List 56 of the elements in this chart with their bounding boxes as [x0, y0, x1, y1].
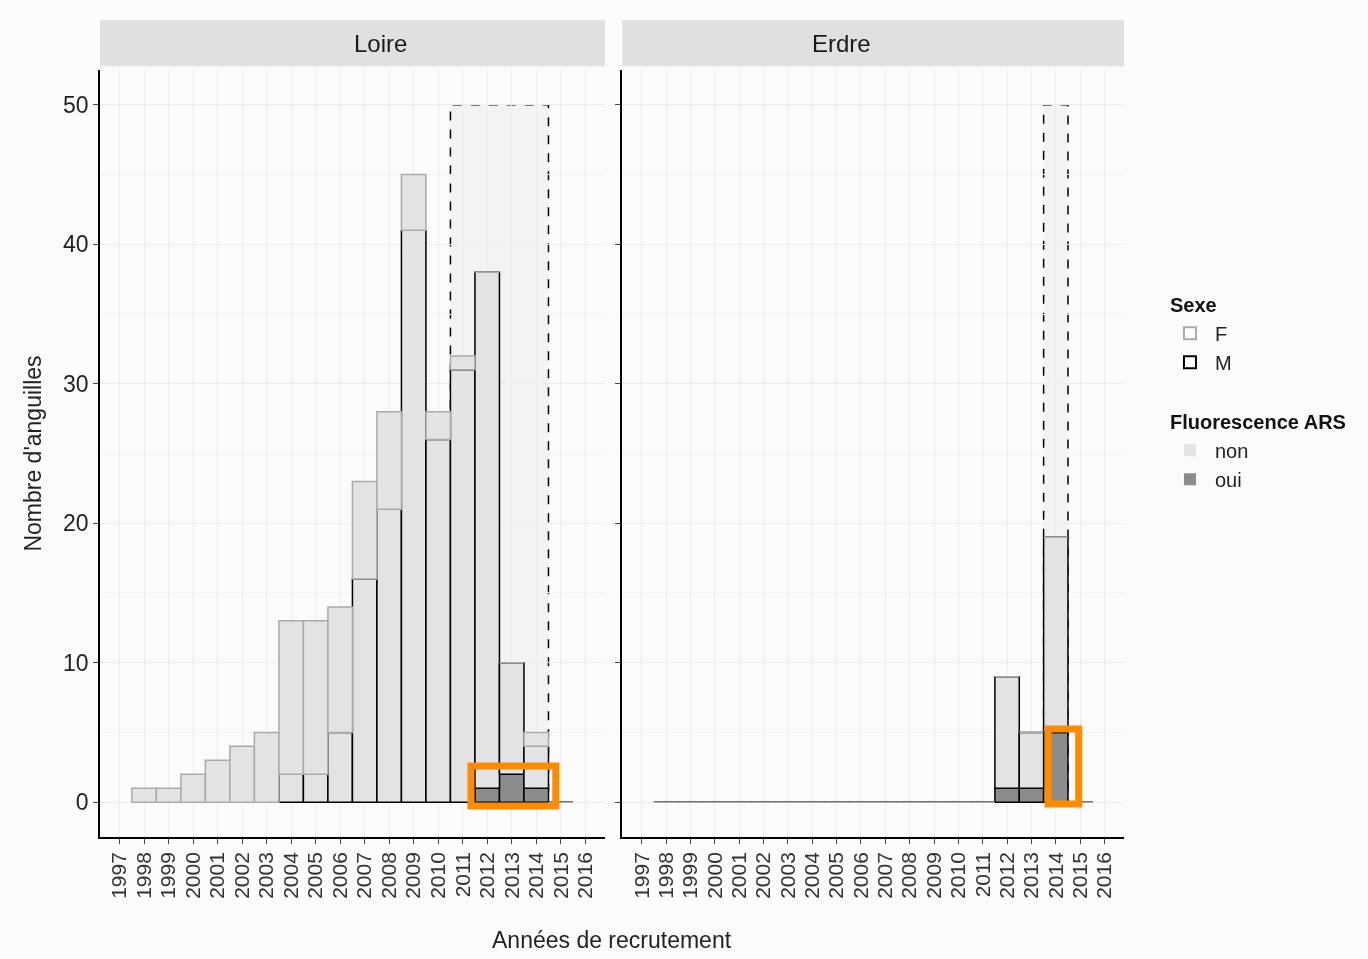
x-tick-label: 2013	[499, 852, 523, 899]
x-tick-label: 2001	[205, 852, 229, 899]
x-tick-label: 2004	[278, 851, 302, 899]
x-tick-label: 2016	[1092, 852, 1116, 899]
chart-title: Loire	[354, 30, 408, 57]
x-tick-label: 2016	[573, 852, 597, 899]
x-tick-label: 2012	[475, 852, 499, 899]
x-tick-label: 2002	[229, 852, 253, 899]
y-tick-label: 20	[63, 510, 89, 537]
x-tick-label: 2000	[180, 852, 204, 899]
x-axis-title: Années de recrutement	[492, 927, 732, 953]
x-tick-label: 2006	[327, 852, 351, 899]
x-tick-label: 1997	[629, 852, 653, 899]
x-tick-label: 1998	[653, 852, 677, 899]
y-tick-label: 0	[75, 789, 89, 816]
x-tick-label: 2009	[401, 852, 425, 899]
legend-label: non	[1214, 440, 1249, 463]
legend-label: M	[1214, 352, 1232, 375]
x-tick-label: 2000	[702, 852, 726, 899]
x-tick-label: 2006	[848, 852, 872, 899]
x-tick-label: 2010	[946, 852, 970, 899]
x-tick-label: 1998	[131, 852, 155, 899]
x-tick-label: 1999	[678, 852, 702, 899]
x-tick-label: 2011	[450, 852, 474, 898]
x-tick-label: 2007	[873, 852, 897, 899]
legend-label: F	[1214, 323, 1228, 346]
x-tick-label: 2001	[726, 852, 750, 899]
y-axis-title: Nombre d'anguilles	[20, 355, 47, 552]
x-tick-label: 2008	[377, 852, 401, 899]
x-tick-label: 2012	[994, 852, 1018, 899]
x-tick-label: 2014	[1043, 851, 1067, 899]
x-tick-label: 2007	[352, 852, 376, 899]
x-tick-label: 1997	[107, 852, 131, 899]
x-tick-label: 2003	[775, 852, 799, 899]
text: Fluorescence ARS	[1169, 411, 1346, 434]
x-tick-label: 2002	[751, 852, 775, 899]
y-tick-label: 50	[63, 91, 89, 118]
x-tick-label: 2011	[970, 852, 994, 898]
y-tick-label: 10	[63, 649, 89, 676]
text: Sexe	[1169, 294, 1217, 317]
chart-title: Erdre	[812, 30, 871, 57]
x-tick-label: 1999	[156, 852, 180, 899]
y-tick-label: 40	[63, 231, 89, 258]
x-tick-label: 2014	[524, 851, 548, 899]
x-tick-label: 2008	[897, 852, 921, 899]
x-tick-label: 2009	[921, 852, 945, 899]
x-tick-label: 2013	[1019, 852, 1043, 899]
x-tick-label: 2003	[254, 852, 278, 899]
x-tick-label: 2010	[426, 852, 450, 899]
x-tick-label: 2005	[303, 852, 327, 899]
x-tick-label: 2015	[548, 852, 572, 899]
legend-label: oui	[1214, 469, 1242, 492]
x-tick-label: 2015	[1067, 852, 1091, 899]
x-tick-label: 2004	[800, 851, 824, 899]
y-tick-label: 30	[63, 370, 89, 397]
x-tick-label: 2005	[824, 852, 848, 899]
